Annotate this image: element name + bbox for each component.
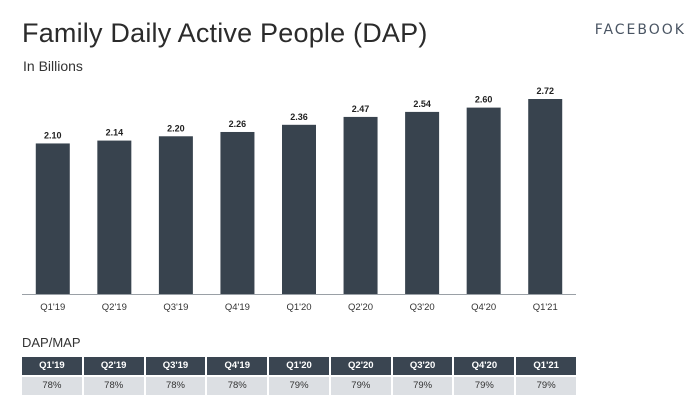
- bar: [466, 107, 501, 295]
- bar: [158, 136, 193, 294]
- table-header-cell: Q1'21: [516, 357, 577, 375]
- table-header-cell: Q1'20: [269, 357, 329, 375]
- bar: [282, 124, 316, 294]
- bar: [35, 143, 70, 294]
- brand-logo: FACEBOOK: [594, 22, 686, 38]
- bar-value-label: 2.20: [167, 123, 185, 133]
- table-header-cell: Q4'20: [454, 357, 515, 375]
- table-value-cell: 78%: [145, 377, 206, 395]
- bar-value-label: 2.14: [106, 128, 124, 138]
- dap-map-table: Q1'19 Q2'19 Q3'19 Q4'19 Q1'20 Q2'20 Q3'20 Q4'20…: [22, 357, 577, 395]
- x-tick-label: Q4'19: [225, 302, 250, 313]
- x-tick-label: Q1'21: [533, 302, 558, 313]
- x-tick-label: Q4'20: [471, 302, 496, 313]
- table-value-cell: 79%: [269, 377, 329, 395]
- bar: [528, 99, 563, 294]
- bar-value-label: 2.54: [413, 99, 431, 109]
- bar: [220, 131, 255, 294]
- bar: [405, 111, 440, 294]
- table-value-cell: 79%: [330, 377, 391, 395]
- table-header-cell: Q3'19: [145, 357, 206, 375]
- table-header-cell: Q1'19: [22, 357, 82, 375]
- chart-subtitle: In Billions: [23, 58, 83, 74]
- bar-value-label: 2.47: [352, 104, 370, 114]
- x-tick-label: Q1'19: [40, 302, 65, 313]
- table-value-cell: 79%: [516, 377, 577, 395]
- table-value-row: 78% 78% 78% 78% 79% 79% 79% 79% 79%: [22, 377, 577, 395]
- x-tick-label: Q3'20: [410, 302, 435, 313]
- table-value-cell: 78%: [207, 377, 268, 395]
- bar: [343, 116, 378, 294]
- table-header-cell: Q2'20: [330, 357, 391, 375]
- table-title: DAP/MAP: [22, 335, 81, 350]
- x-tick-label: Q1'20: [286, 302, 311, 313]
- table-value-cell: 78%: [83, 377, 144, 395]
- chart-title: Family Daily Active People (DAP): [22, 18, 428, 48]
- bar-value-label: 2.10: [44, 130, 62, 140]
- bar-chart: 2.10 Q1'19 2.14 Q2'19 2.20 Q3'19 2.26 Q4'19 2.36…: [22, 86, 576, 313]
- table-value-cell: 79%: [392, 377, 453, 395]
- x-tick-label: Q3'19: [163, 302, 188, 313]
- x-tick-label: Q2'20: [348, 302, 373, 313]
- table-value-cell: 79%: [454, 377, 515, 395]
- bar-value-label: 2.72: [536, 86, 554, 96]
- table-value-cell: 78%: [22, 377, 82, 395]
- table-header-cell: Q4'19: [207, 357, 268, 375]
- bar-value-label: 2.36: [290, 112, 308, 122]
- table-header-cell: Q2'19: [83, 357, 144, 375]
- table-header-cell: Q3'20: [392, 357, 453, 375]
- bar-value-label: 2.60: [475, 95, 493, 105]
- x-tick-label: Q2'19: [102, 302, 127, 313]
- bar: [97, 140, 132, 294]
- bar-value-label: 2.26: [229, 119, 247, 129]
- table-header-row: Q1'19 Q2'19 Q3'19 Q4'19 Q1'20 Q2'20 Q3'20 Q4'20…: [22, 357, 577, 375]
